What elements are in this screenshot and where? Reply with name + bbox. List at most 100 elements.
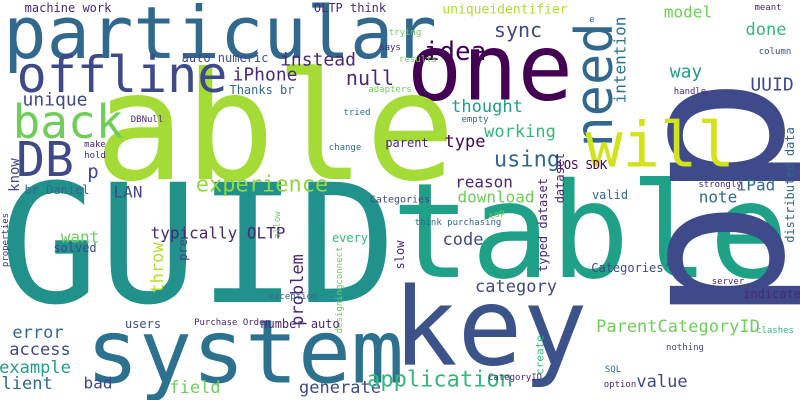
word: properties <box>1 213 11 267</box>
word: problem <box>288 254 308 326</box>
word: every <box>332 231 368 245</box>
word: null <box>346 66 394 90</box>
word: handle <box>674 87 707 97</box>
word: system <box>86 301 404 400</box>
word: typed dataset <box>536 178 550 272</box>
word: empty <box>461 115 489 125</box>
word: uniqueidentifier <box>442 3 567 18</box>
word: pre <box>176 239 190 261</box>
word: iPhone <box>232 65 297 86</box>
word: dataset <box>553 153 567 204</box>
word: p <box>87 161 98 183</box>
word: field <box>169 378 220 398</box>
word: slow <box>393 240 407 270</box>
word: way <box>670 62 703 83</box>
word: back <box>13 95 124 149</box>
word: reason <box>455 173 513 192</box>
word: designingconnect <box>335 247 345 334</box>
word: sync <box>494 18 542 42</box>
word: done <box>746 20 787 40</box>
word: e <box>589 15 594 25</box>
word: CategoryID <box>488 373 542 383</box>
word: allow <box>273 211 283 239</box>
word: table <box>391 155 788 309</box>
word: number auto <box>260 317 339 331</box>
word: idea <box>424 37 487 67</box>
word: server <box>712 277 745 287</box>
word: pp <box>593 77 800 324</box>
word: client <box>0 374 53 394</box>
word: indicate <box>743 287 800 301</box>
word: UUID <box>750 75 793 96</box>
word: Thanks br <box>229 83 294 97</box>
word: LAN <box>114 183 143 202</box>
word: Categories <box>370 195 430 206</box>
word: clashes <box>756 326 794 336</box>
word: OLTP think <box>314 1 387 15</box>
word: typically OLTP <box>151 224 286 243</box>
word: exception <box>269 292 318 302</box>
word: unique <box>22 90 87 111</box>
word: iOS SDK <box>557 158 608 172</box>
word: error <box>12 323 63 343</box>
word: bad <box>84 374 113 393</box>
word: one <box>407 15 573 122</box>
word: know <box>7 158 23 192</box>
word: type <box>445 132 486 152</box>
word: need <box>565 22 625 147</box>
word: experience <box>196 173 328 198</box>
word: instead <box>280 50 356 71</box>
word: change <box>329 143 362 153</box>
word: download <box>457 188 534 207</box>
word: model <box>664 3 712 22</box>
word: iPad <box>737 176 776 195</box>
word: parent <box>385 136 428 150</box>
word: says <box>379 43 401 53</box>
word: particular <box>3 0 436 75</box>
word: option <box>604 380 637 390</box>
word: key <box>392 266 587 391</box>
word: able <box>94 41 455 215</box>
word: application <box>367 368 513 393</box>
word: generate <box>299 378 381 398</box>
word: intention <box>611 17 630 104</box>
word: trying <box>389 28 422 38</box>
word: value <box>636 372 687 392</box>
word: strongly <box>698 180 742 190</box>
word: ParentCategoryID <box>596 317 760 337</box>
word: valid <box>592 188 628 202</box>
word: machine work <box>25 1 112 15</box>
word: SQL <box>605 365 621 375</box>
word: results <box>399 55 437 65</box>
word: solved <box>53 241 96 255</box>
word: using <box>494 148 560 173</box>
word: distributed data <box>783 127 797 243</box>
word: make <box>84 140 106 150</box>
word: code <box>443 230 484 250</box>
word: meant <box>754 3 781 13</box>
word: DBNull <box>131 115 164 125</box>
word: adapters <box>368 85 411 95</box>
word: working <box>484 122 556 142</box>
word: GUID <box>0 149 397 341</box>
word: offline <box>17 46 228 104</box>
word: hold <box>84 151 106 161</box>
word: note <box>699 188 738 207</box>
word: br Daniel <box>24 183 89 197</box>
word: throw <box>148 242 168 294</box>
word: users <box>125 317 161 331</box>
word: will <box>585 109 734 182</box>
word: DB <box>16 132 74 188</box>
word: think purchasing <box>415 218 502 228</box>
word: create <box>534 335 547 375</box>
word: auto numeric <box>182 51 269 65</box>
word: column <box>759 47 792 57</box>
word: want <box>61 228 100 247</box>
word: Categories' <box>591 261 670 275</box>
word: category <box>475 277 557 297</box>
word: Purchase Order <box>194 318 270 328</box>
word: nothing <box>666 343 704 353</box>
word: thought <box>451 97 523 117</box>
word: tried <box>343 108 370 118</box>
